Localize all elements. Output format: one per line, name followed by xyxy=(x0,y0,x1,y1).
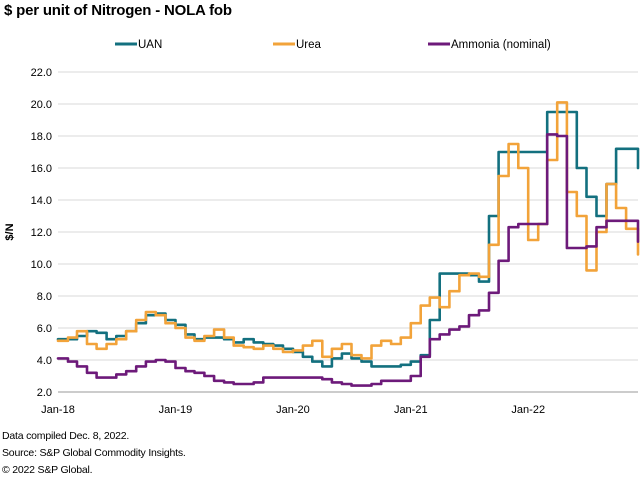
x-tick-label: Jan-18 xyxy=(41,404,75,416)
chart-legend: UAN Urea Ammonia (nominal) xyxy=(115,39,551,51)
y-axis-label: $/N xyxy=(4,223,16,240)
legend-label: Urea xyxy=(296,39,322,51)
line-chart: UAN Urea Ammonia (nominal) 2.0 4.0 6.0 8.0 10.… xyxy=(4,39,640,416)
footnote-source: Source: S&P Global Commodity Insights. xyxy=(2,447,186,459)
series-line-ammonia-nominal xyxy=(56,133,640,387)
series-line-uan xyxy=(56,110,640,368)
legend-label: UAN xyxy=(138,39,162,51)
y-tick-label: 18.0 xyxy=(31,131,52,143)
y-tick-label: 8.0 xyxy=(37,291,52,303)
y-tick-label: 12.0 xyxy=(31,227,52,239)
y-axis-ticks: 2.0 4.0 6.0 8.0 10.0 12.0 14.0 16.0 18.0 20.0 22.0 xyxy=(31,67,52,399)
x-tick-label: Jan-21 xyxy=(394,404,428,416)
x-axis-ticks: Jan-18 Jan-19 Jan-20 Jan-21 Jan-22 xyxy=(41,404,545,416)
y-tick-label: 14.0 xyxy=(31,195,52,207)
footnote-copyright: © 2022 S&P Global. xyxy=(2,464,93,476)
y-tick-label: 2.0 xyxy=(37,387,52,399)
x-tick-label: Jan-20 xyxy=(276,404,310,416)
chart-grid xyxy=(58,71,638,393)
series-line-urea xyxy=(56,101,640,360)
chart-series xyxy=(56,101,640,387)
y-tick-label: 16.0 xyxy=(31,163,52,175)
chart-title: $ per unit of Nitrogen - NOLA fob xyxy=(4,2,232,19)
y-tick-label: 22.0 xyxy=(31,67,52,79)
y-tick-label: 20.0 xyxy=(31,99,52,111)
x-tick-label: Jan-19 xyxy=(159,404,193,416)
y-tick-label: 10.0 xyxy=(31,259,52,271)
footnote-date: Data compiled Dec. 8, 2022. xyxy=(2,430,130,442)
y-tick-label: 6.0 xyxy=(37,323,52,335)
y-tick-label: 4.0 xyxy=(37,355,52,367)
legend-label: Ammonia (nominal) xyxy=(451,39,551,51)
x-tick-label: Jan-22 xyxy=(511,404,545,416)
